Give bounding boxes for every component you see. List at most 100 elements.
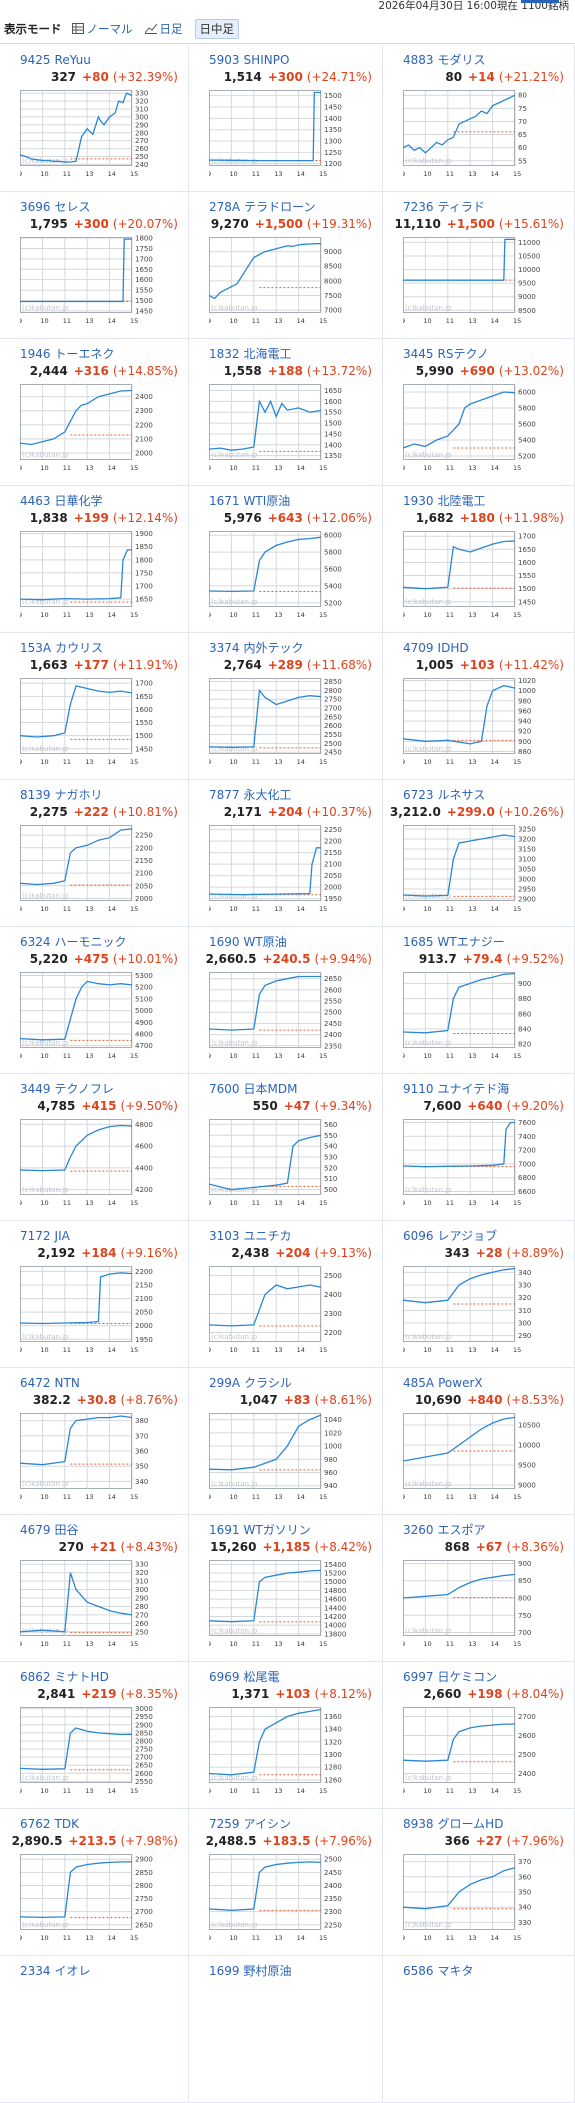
stock-code[interactable]: 1832 <box>209 347 240 361</box>
stock-name[interactable]: ユニチカ <box>243 1229 292 1243</box>
stock-code[interactable]: 9110 <box>403 1082 434 1096</box>
stock-code[interactable]: 7172 <box>20 1229 51 1243</box>
stock-code[interactable]: 3103 <box>209 1229 240 1243</box>
stock-code[interactable]: 8938 <box>403 1817 434 1831</box>
stock-code[interactable]: 1690 <box>209 935 240 949</box>
stock-name[interactable]: ハーモニック <box>54 935 127 949</box>
intraday-chart[interactable]: 9 10 11 13 14 15 2200 2150 2100 2050 2000 1950 (c)ka… <box>20 1264 165 1354</box>
stock-name[interactable]: 日華化学 <box>54 494 103 508</box>
stock-code[interactable]: 3445 <box>403 347 434 361</box>
intraday-chart[interactable]: 9 10 11 13 14 15 1040 1020 1000 980 960 940 (c)kabut… <box>209 1411 354 1501</box>
intraday-chart[interactable]: 9 10 11 13 14 15 2250 2200 2150 2100 2050 2000 1950 (… <box>209 823 354 913</box>
stock-name[interactable]: モダリス <box>437 53 486 67</box>
stock-name[interactable]: IDHD <box>437 641 469 655</box>
intraday-chart[interactable]: 9 10 11 13 14 15 7600 7400 7200 7000 6800 6600 (c)ka… <box>403 1117 548 1207</box>
intraday-chart[interactable]: 9101113141530002950290028502800275027002… <box>20 1705 165 1795</box>
stock-code[interactable]: 6762 <box>20 1817 51 1831</box>
stock-code[interactable]: 1930 <box>403 494 434 508</box>
stock-name[interactable]: ティラド <box>437 200 485 214</box>
stock-name[interactable]: レアジョブ <box>437 1229 498 1243</box>
stock-name[interactable]: 永大化工 <box>243 788 292 802</box>
stock-code[interactable]: 3260 <box>403 1523 434 1537</box>
stock-code[interactable]: 7877 <box>209 788 240 802</box>
stock-name[interactable]: ナガホリ <box>54 788 103 802</box>
stock-name[interactable]: ユナイテド海 <box>437 1082 510 1096</box>
stock-code[interactable]: 3449 <box>20 1082 51 1096</box>
stock-name[interactable]: RSテクノ <box>437 347 489 361</box>
stock-name[interactable]: 松尾電 <box>243 1670 280 1684</box>
stock-code[interactable]: 153A <box>20 641 52 655</box>
stock-name[interactable]: SHINPO <box>243 53 290 67</box>
stock-code[interactable]: 2334 <box>20 1964 51 1978</box>
stock-code[interactable]: 4709 <box>403 641 434 655</box>
intraday-chart[interactable]: 9 10 11 13 14 15 1500 1450 1400 1350 1300 1250 1200 (… <box>209 88 354 178</box>
stock-code[interactable]: 3374 <box>209 641 240 655</box>
stock-code[interactable]: 4463 <box>20 494 51 508</box>
intraday-chart[interactable]: 9 10 11 13 14 15 900 880 860 840 820 (c)kabutan.jp <box>403 970 548 1060</box>
intraday-chart[interactable]: 9 10 11 13 14 15 2500 2400 2300 2200 (c)kabutan.jp <box>209 1264 354 1354</box>
stock-name[interactable]: テクノフレ <box>54 1082 114 1096</box>
stock-code[interactable]: 7236 <box>403 200 434 214</box>
mode-daily[interactable]: 日足 <box>144 21 183 37</box>
stock-code[interactable]: 4679 <box>20 1523 51 1537</box>
stock-name[interactable]: ルネサス <box>437 788 486 802</box>
stock-code[interactable]: 278A <box>209 200 241 214</box>
intraday-chart[interactable]: 9 10 11 13 14 15 4800 4600 4400 4200 (c)kabutan.jp <box>20 1117 165 1207</box>
stock-name[interactable]: ReYuu <box>54 53 91 67</box>
intraday-chart[interactable]: 9 10 11 13 14 15 1900 1850 1800 1750 1700 1650 (c)ka… <box>20 529 165 619</box>
intraday-chart[interactable]: 9 10 11 13 14 15 6000 5800 5600 5400 5200 (c)kabuta… <box>209 529 354 619</box>
stock-name[interactable]: 内外テック <box>243 641 304 655</box>
mode-normal[interactable]: ノーマル <box>71 21 133 37</box>
stock-code[interactable]: 4883 <box>403 53 434 67</box>
intraday-chart[interactable]: 9 10 11 13 14 15 560 550 540 530 520 510 500 (c)kabut… <box>209 1117 354 1207</box>
intraday-chart[interactable]: 9 10 11 13 14 15 2900 2850 2800 2750 2700 2650 (c)ka… <box>20 1852 165 1942</box>
stock-name[interactable]: PowerX <box>438 1376 483 1390</box>
stock-cell[interactable]: 9425ReYuu327+80(+32.39%)9101113141533032… <box>0 45 189 192</box>
stock-code[interactable]: 1699 <box>209 1964 240 1978</box>
stock-code[interactable]: 6472 <box>20 1376 51 1390</box>
stock-cell[interactable]: 2334 イオレ <box>0 1956 189 2103</box>
stock-name[interactable]: セレス <box>54 200 91 214</box>
stock-code[interactable]: 6862 <box>20 1670 51 1684</box>
stock-name[interactable]: 日本MDM <box>243 1082 298 1096</box>
stock-name[interactable]: WT原油 <box>243 935 287 949</box>
stock-code[interactable]: 1685 <box>403 935 434 949</box>
stock-code[interactable]: 1946 <box>20 347 51 361</box>
stock-name[interactable]: ミナトHD <box>54 1670 109 1684</box>
intraday-chart[interactable]: 9 10 11 13 14 15 6000 5800 5600 5400 5200 (c)kabuta… <box>403 382 548 472</box>
stock-code[interactable]: 299A <box>209 1376 241 1390</box>
intraday-chart[interactable]: 9 10 11 13 14 15 2700 2600 2500 2400 (c)kabutan.jp <box>403 1705 548 1795</box>
intraday-chart[interactable]: 9 10 11 13 14 15 2250 2200 2150 2100 2050 2000 (c)ka… <box>20 823 165 913</box>
stock-name[interactable]: JIA <box>54 1229 70 1243</box>
intraday-chart[interactable]: 9 10 11 13 14 15 1650 1600 1550 1500 1450 1400 1350 (… <box>209 382 354 472</box>
stock-code[interactable]: 6096 <box>403 1229 434 1243</box>
stock-code[interactable]: 8139 <box>20 788 51 802</box>
intraday-chart[interactable]: 9 10 11 13 14 15 1020 1000 980 960 940 920 900 880 (c)… <box>403 676 548 766</box>
intraday-chart[interactable]: 9 10 11 13 14 15 9000 8500 8000 7500 7000 (c)kabuta… <box>209 235 354 325</box>
